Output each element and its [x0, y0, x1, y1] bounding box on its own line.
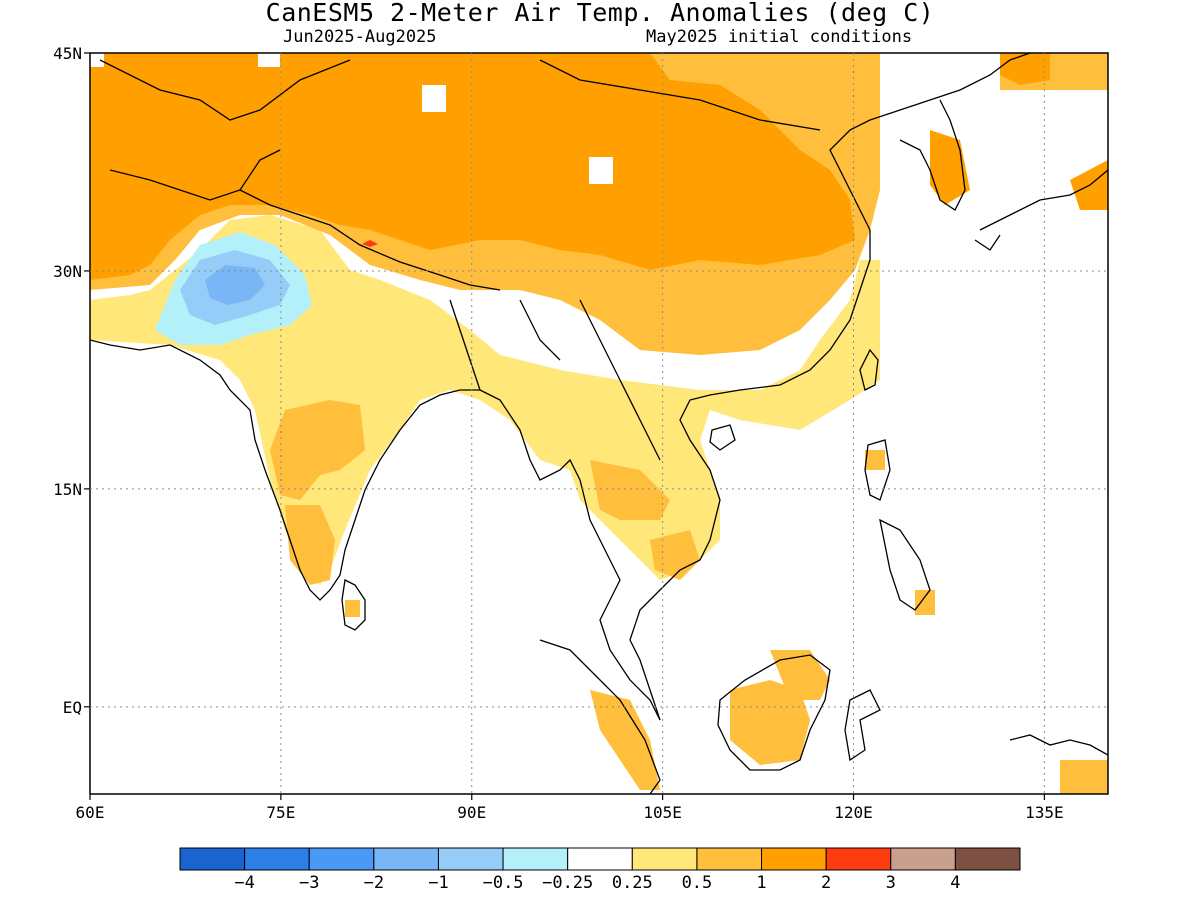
coastline-hainan: [709, 424, 736, 451]
x-tick-label: 90E: [457, 803, 486, 822]
colorbar-swatch: [244, 847, 310, 871]
anomaly-hole-2: [422, 85, 446, 112]
x-tick-label: 105E: [643, 803, 682, 822]
coastline-china: [709, 53, 1031, 396]
colorbar-label: −0.25: [542, 873, 593, 893]
y-tick-label: 15N: [53, 480, 82, 499]
colorbar-label: −0.5: [483, 873, 524, 893]
coastline-philippines-south: [879, 518, 931, 611]
coastline-japan: [979, 169, 1108, 231]
y-tick-label: EQ: [63, 698, 82, 717]
anomaly-region-light-orange-sumatra: [590, 690, 660, 790]
coastline-new-guinea: [1009, 734, 1108, 756]
anomaly-region-orange-japan: [1000, 53, 1050, 85]
anomaly-region-light-orange-new-guinea: [1060, 760, 1108, 794]
axis-ticks: 60E 75E 90E 105E 120E 135E 45N 30N 15N EQ: [53, 44, 1064, 822]
colorbar-swatch: [179, 847, 246, 871]
anomaly-region-light-orange-borneo: [730, 680, 810, 765]
coastline-kyushu: [974, 234, 1001, 251]
map-frame: [89, 52, 1109, 795]
colorbar-swatch: [761, 847, 827, 871]
coastline-luzon: [864, 439, 891, 501]
anomaly-region-light-orange-thailand: [590, 460, 670, 520]
colorbar-label: −3: [299, 873, 319, 893]
x-tick-label: 60E: [76, 803, 105, 822]
anomaly-region-light-orange-luzon: [865, 450, 885, 470]
anomaly-region-red-tibet: [362, 240, 378, 247]
colorbar-swatch: [437, 847, 504, 871]
colorbar-swatch: [631, 847, 698, 871]
coastline-india: [229, 389, 480, 601]
colorbar-swatch: [308, 847, 375, 871]
anomaly-hole-4: [90, 53, 104, 67]
anomaly-region-orange-central-asia: [90, 53, 855, 280]
coastline-sri-lanka: [341, 579, 366, 631]
colorbar-label: −2: [364, 873, 384, 893]
border-mainland-se-asia: [449, 299, 661, 461]
anomaly-region-light-orange-cambodia: [650, 530, 700, 580]
colorbar-label: 1: [756, 873, 766, 893]
map-title: CanESM5 2-Meter Air Temp. Anomalies (deg…: [265, 0, 935, 27]
border-himalaya: [239, 189, 501, 291]
coastline-arabia-iran: [90, 339, 231, 391]
coastline-myanmar-malay: [479, 389, 661, 721]
forecast-period: Jun2025-Aug2025: [283, 27, 437, 47]
coastline-borneo: [717, 654, 831, 771]
colorbar-swatch: [567, 847, 633, 871]
anomaly-region-orange-korea: [930, 130, 970, 205]
anomaly-region-light-orange-india: [270, 400, 365, 500]
coastline-indochina: [629, 394, 721, 721]
anomaly-region-light-orange-sri-lanka: [345, 600, 360, 617]
x-tick-label: 135E: [1025, 803, 1064, 822]
y-tick-label: 45N: [53, 44, 82, 63]
colorbar-swatch: [696, 847, 763, 871]
colorbar-label: 0.5: [682, 873, 713, 893]
colorbar-label: 2: [821, 873, 831, 893]
colorbar-swatch: [890, 847, 956, 871]
colorbar: −4 −3 −2 −1 −0.5 −0.25 0.25 0.5 1 2 3 4: [179, 847, 1021, 893]
coastline-sulawesi: [844, 689, 881, 762]
coastline-sumatra: [539, 639, 661, 794]
coastline-korea: [899, 99, 966, 211]
colorbar-label: 0.25: [612, 873, 653, 893]
initial-conditions: May2025 initial conditions: [646, 27, 913, 47]
coastline-taiwan: [859, 348, 879, 391]
anomaly-region-mid-blue-pakistan: [205, 265, 265, 305]
coastlines: [90, 53, 1108, 794]
anomaly-field: [90, 53, 1108, 794]
gridlines: [90, 53, 1108, 794]
colorbar-swatch: [825, 847, 892, 871]
border-pakistan-afghanistan: [109, 149, 281, 201]
y-tick-label: 30N: [53, 262, 82, 281]
anomaly-region-light-orange-deccan: [285, 505, 335, 585]
colorbar-label: −4: [234, 873, 254, 893]
colorbar-swatch: [373, 847, 439, 871]
colorbar-swatch: [954, 847, 1021, 871]
x-tick-label: 75E: [266, 803, 295, 822]
colorbar-label: 3: [886, 873, 896, 893]
colorbar-label: 4: [950, 873, 960, 893]
border-china-mongolia: [539, 59, 821, 131]
colorbar-swatch: [502, 847, 569, 871]
anomaly-region-light-orange-sabah: [770, 650, 830, 700]
x-tick-label: 120E: [834, 803, 873, 822]
anomaly-hole-3: [589, 157, 613, 184]
anomaly-region-light-orange-mindanao: [915, 590, 935, 615]
anomaly-hole-1: [258, 53, 280, 67]
colorbar-label: −1: [428, 873, 448, 893]
border-central-asia: [99, 59, 351, 121]
